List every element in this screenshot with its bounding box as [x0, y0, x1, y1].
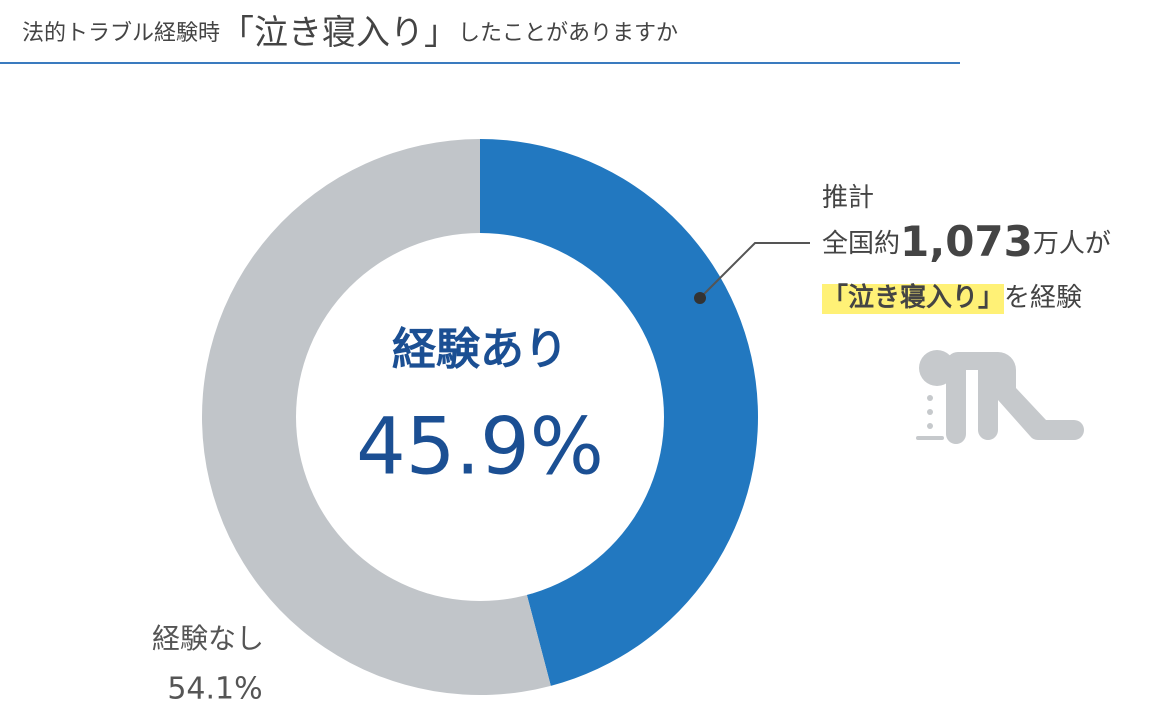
leader-dot	[694, 292, 706, 304]
title-part: 「泣き寝入り」	[220, 13, 458, 53]
leader-line	[699, 242, 810, 299]
annotation-text: 「泣き寝入り」	[822, 282, 1004, 313]
annotation-number: 1,073	[900, 217, 1033, 266]
annotation-text: を経験	[1004, 283, 1082, 313]
annotation-line: 全国約1,073万人が	[822, 217, 1111, 266]
donut-hole	[296, 233, 664, 601]
annotation-text: 全国約	[822, 229, 900, 259]
segment-value: 54.1%	[167, 672, 262, 704]
highlight	[822, 284, 1004, 314]
chart-title: 法的トラブル経験時「泣き寝入り」したことがありますか	[22, 13, 678, 53]
center-value: 45.9%	[356, 402, 604, 492]
title-part: したことがありますか	[458, 21, 678, 46]
annotation-text: 万人が	[1033, 229, 1111, 259]
segment-label: 経験なし	[152, 622, 264, 655]
annotation-line: 「泣き寝入り」を経験	[822, 282, 1082, 313]
center-label: 経験あり	[392, 324, 568, 375]
annotation-line: 推計	[822, 183, 874, 213]
icon	[916, 350, 1084, 444]
title-part: 法的トラブル経験時	[22, 21, 220, 46]
annotation-text: 推計	[822, 183, 874, 213]
